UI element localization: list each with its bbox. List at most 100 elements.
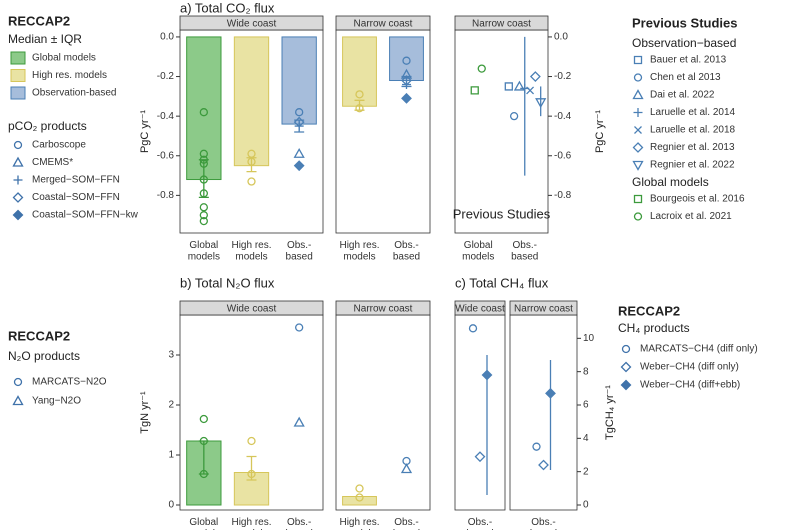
data-point <box>199 216 208 226</box>
y-tick-label: 1 <box>168 450 174 461</box>
facet-panel <box>454 29 549 234</box>
y2-tick-label: 0 <box>583 500 589 511</box>
facet-header <box>179 15 324 31</box>
legend-marker <box>634 126 642 134</box>
legend-marker <box>632 89 644 100</box>
y2-axis-label: TgCH₄ yr⁻¹ <box>604 385 616 440</box>
legend-marker <box>633 73 643 82</box>
y-axis-label: TgN yr⁻¹ <box>139 391 151 434</box>
data-point <box>509 112 519 121</box>
data-point <box>293 116 305 128</box>
legend-label: Regnier et al. 2022 <box>650 160 735 171</box>
legend-marker <box>12 192 24 203</box>
data-point <box>513 80 526 91</box>
panel-title: c) Total CH₄ flux <box>455 275 549 290</box>
data-point <box>293 416 305 427</box>
data-point <box>470 86 479 95</box>
legend-marker <box>632 160 644 171</box>
data-point <box>295 323 304 332</box>
legend-group-title: Global models <box>632 175 709 189</box>
legend-label: Bourgeois et al. 2016 <box>650 194 745 205</box>
facet-label: Wide coast <box>227 304 277 315</box>
data-point <box>199 108 208 117</box>
data-point <box>199 414 208 424</box>
facet-panel <box>454 314 506 511</box>
data-point <box>400 463 413 474</box>
legend-marker <box>13 175 23 185</box>
legend-marker <box>12 395 24 406</box>
legend-label: Lacroix et al. 2021 <box>650 211 732 222</box>
legend-label: Coastal−SOM−FFN <box>32 192 120 203</box>
data-point <box>545 387 556 399</box>
data-point <box>199 436 208 446</box>
data-point <box>247 469 256 479</box>
bar <box>281 36 317 125</box>
y-tick-label: -0.4 <box>157 111 175 122</box>
x-tick-label: Obs.-based <box>393 240 420 263</box>
legend-label: Chen et al 2013 <box>650 72 721 83</box>
bar <box>389 36 424 82</box>
legend-title: Previous Studies <box>632 15 737 30</box>
facet-panel <box>509 314 578 511</box>
data-point <box>535 98 547 109</box>
legend-marker <box>13 140 23 150</box>
legend-marker <box>12 156 24 167</box>
y2-tick-label: 0.0 <box>554 32 568 43</box>
legend-title: RECCAP2 <box>618 303 680 318</box>
legend-marker <box>633 212 643 221</box>
y-tick-label: 2 <box>168 400 174 411</box>
legend-label: Yang−N2O <box>32 396 81 407</box>
y2-tick-label: -0.2 <box>554 71 572 82</box>
y2-tick-label: 6 <box>583 400 589 411</box>
bar <box>342 36 377 107</box>
x-tick-label: Obs.-based <box>286 240 313 263</box>
data-point <box>199 189 208 198</box>
data-point <box>529 71 541 82</box>
y-tick-label: -0.2 <box>157 71 175 82</box>
data-point <box>481 369 493 381</box>
legend-label: Global models <box>32 53 96 64</box>
facet-label: Narrow coast <box>354 304 413 315</box>
facet-label: Wide coast <box>455 304 505 315</box>
facet-header <box>509 300 578 316</box>
data-point <box>402 79 411 89</box>
facet-label: Narrow coast <box>354 19 413 30</box>
legend-group-title: pCO₂ products <box>8 119 87 133</box>
legend-label: Weber−CH4 (diff only) <box>640 362 739 373</box>
data-point <box>247 157 256 166</box>
legend-label: Bauer et al. 2013 <box>650 55 727 66</box>
legend-marker <box>632 142 644 153</box>
data-point <box>355 104 364 113</box>
legend-title: RECCAP2 <box>8 328 70 343</box>
y2-axis-label: PgC yr⁻¹ <box>594 110 606 153</box>
data-point <box>477 64 486 73</box>
legend-label: Carboscope <box>32 140 86 151</box>
data-point <box>247 436 256 446</box>
legend-label: High res. models <box>32 70 107 81</box>
y-tick-label: 0 <box>168 500 174 511</box>
legend-label: MARCATS−N2O <box>32 377 107 388</box>
legend-marker <box>620 361 632 373</box>
data-point <box>295 108 304 117</box>
legend-label: Coastal−SOM−FFN−kw <box>32 210 139 221</box>
data-point <box>247 149 256 158</box>
legend-group-title: N₂O products <box>8 349 80 363</box>
data-point <box>199 149 208 158</box>
bar <box>233 36 270 167</box>
y2-tick-label: -0.4 <box>554 111 572 122</box>
data-point <box>199 469 208 479</box>
data-point <box>199 203 208 212</box>
x-tick-label: Obs.-based <box>286 517 313 530</box>
legend-swatch <box>10 86 26 100</box>
legend-marker <box>620 379 632 391</box>
x-tick-label: Obs.-based <box>511 240 538 263</box>
y-tick-label: -0.6 <box>157 150 175 161</box>
data-point <box>402 56 411 65</box>
legend-label: MARCATS−CH4 (diff only) <box>640 344 758 355</box>
legend-group-title: Median ± IQR <box>8 32 82 46</box>
facet-panel <box>335 314 431 511</box>
facet-header <box>454 15 549 31</box>
